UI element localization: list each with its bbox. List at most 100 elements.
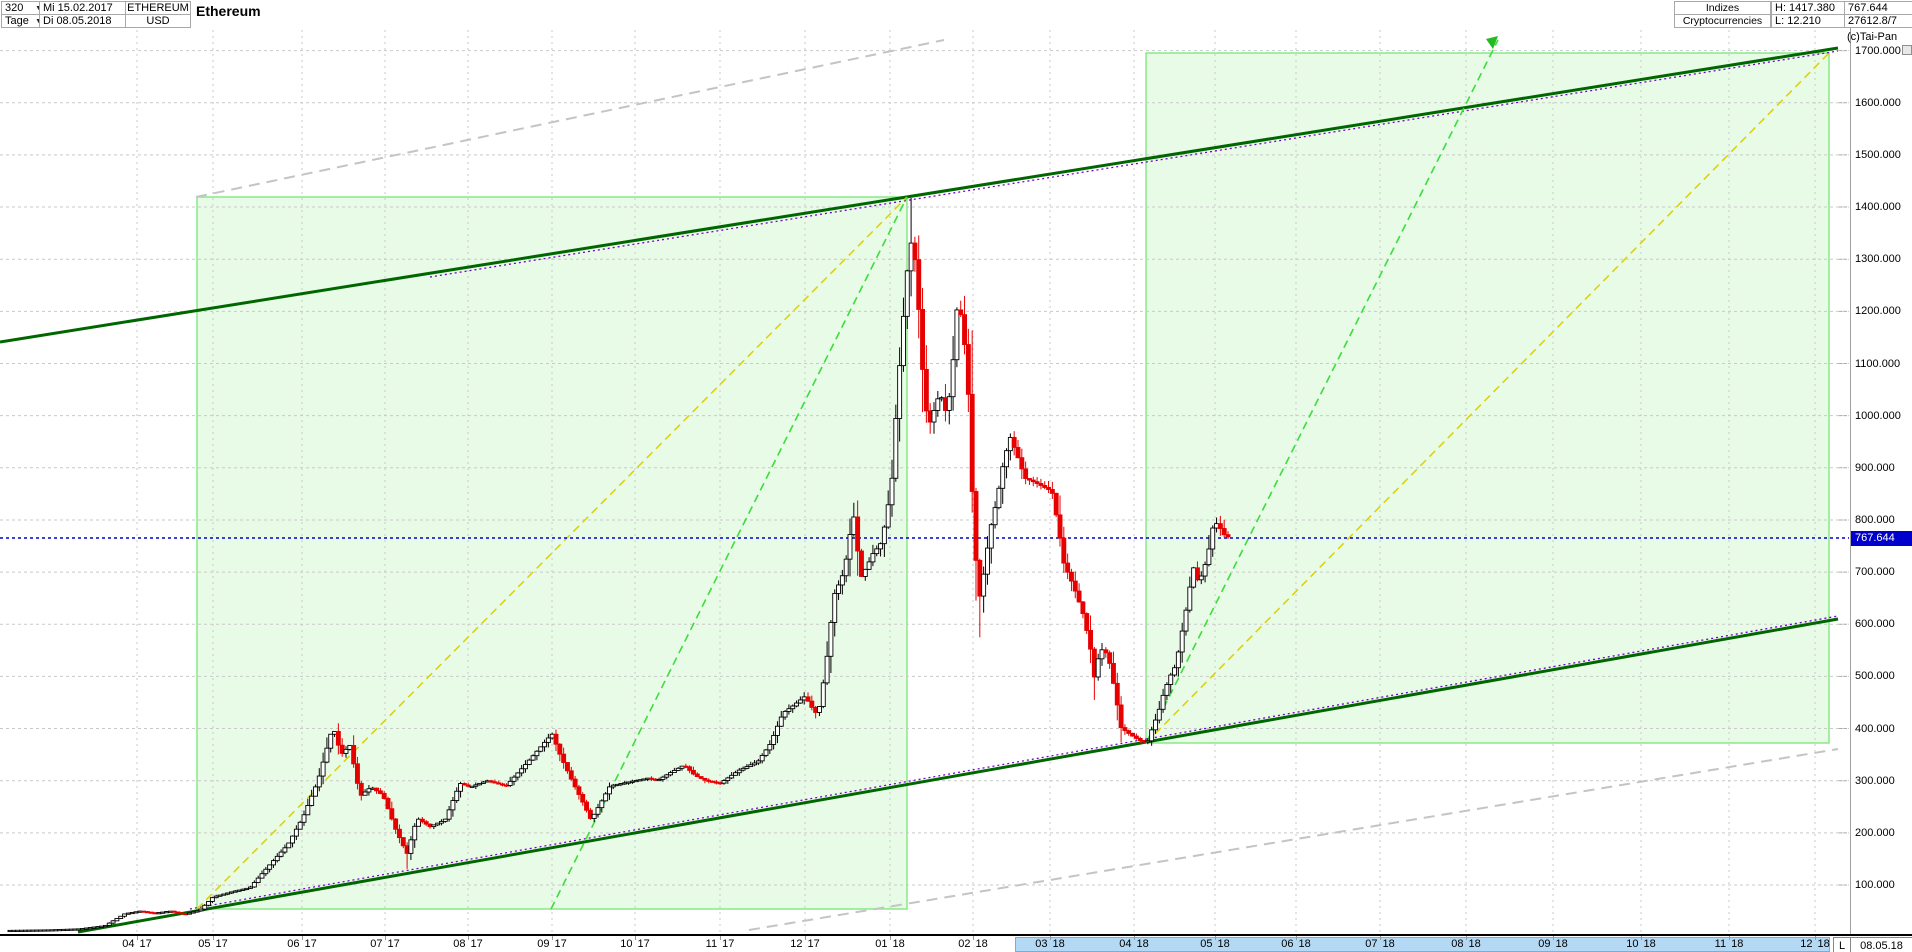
price-chart-canvas[interactable] <box>0 28 1850 934</box>
candle <box>450 796 456 817</box>
candle <box>1225 531 1231 539</box>
candle <box>832 589 838 637</box>
candle <box>320 752 326 785</box>
candle <box>110 920 116 925</box>
candle <box>255 875 261 884</box>
candle <box>668 770 673 777</box>
last-bar-marker: L <box>1833 937 1851 952</box>
high-value-cell: H: 1417.380 <box>1771 1 1847 15</box>
date-to-value: Di 08.05.2018 <box>43 15 112 27</box>
candle <box>775 721 780 744</box>
date-tick <box>385 936 386 940</box>
candle <box>920 287 925 413</box>
candle <box>248 885 253 889</box>
candle <box>702 777 708 784</box>
yellow-diagonal-box1 <box>196 196 908 910</box>
candle <box>755 758 761 766</box>
date-tick <box>468 936 469 940</box>
candle <box>1210 525 1216 557</box>
candle <box>607 782 612 800</box>
date-axis-label: 11 17 <box>705 938 735 950</box>
candle <box>733 770 738 776</box>
candle <box>244 887 250 891</box>
candle <box>985 536 990 585</box>
candle <box>603 791 609 802</box>
lower-dotted-companion <box>189 615 1839 910</box>
candle <box>1099 643 1105 666</box>
candle <box>874 545 880 557</box>
candle <box>778 710 784 728</box>
candle <box>843 555 849 583</box>
price-axis-label: 200.000 <box>1855 826 1895 839</box>
candle <box>114 918 120 922</box>
candle <box>1042 481 1048 490</box>
candle <box>1187 576 1193 613</box>
candle <box>198 908 204 912</box>
gray-parallel-lower <box>748 748 1839 931</box>
candle <box>118 915 124 920</box>
candle <box>419 816 425 824</box>
candle <box>103 924 108 928</box>
candle <box>572 775 578 790</box>
candle <box>431 824 437 830</box>
candle <box>568 766 574 781</box>
candle <box>351 735 357 768</box>
candle <box>950 336 956 411</box>
candle <box>274 853 280 863</box>
candle <box>740 766 746 772</box>
candle <box>286 842 292 849</box>
date-axis-label: 03 18 <box>1035 938 1065 950</box>
candle <box>901 297 906 372</box>
candle <box>1084 612 1090 634</box>
candle <box>545 733 551 748</box>
date-tick <box>720 936 721 940</box>
candle <box>1027 478 1032 485</box>
candle <box>1133 733 1139 740</box>
date-to-field[interactable]: Di 08.05.2018 <box>39 14 129 28</box>
candle <box>313 784 318 797</box>
candle <box>1156 701 1162 724</box>
candle <box>408 836 414 861</box>
candle <box>584 799 589 813</box>
symbol-currency-cell: USD <box>125 14 191 28</box>
candle <box>954 307 960 368</box>
candle <box>309 789 315 807</box>
candle <box>557 743 563 762</box>
price-axis-label: 1600.000 <box>1855 96 1901 109</box>
price-axis[interactable]: (c)Tai-Pan 1700.000 1600.000 1500.000 1400.… <box>1847 28 1912 934</box>
candle <box>1015 439 1021 459</box>
date-tick <box>1641 936 1642 940</box>
period-dropdown[interactable]: Tage ▼ <box>1 14 46 28</box>
projection-box-1-border <box>196 196 908 910</box>
chevron-down-icon: ▼ <box>35 18 42 25</box>
candle <box>366 785 372 796</box>
date-axis[interactable]: 04 17 05 17 06 17 07 17 08 17 09 17 10 17 11 17 12 17 01 18… <box>0 934 1912 952</box>
candle <box>397 824 402 844</box>
candle <box>523 760 528 773</box>
date-axis-label: 12 17 <box>790 938 820 950</box>
candle <box>691 766 696 776</box>
low-value: L: 12.210 <box>1775 15 1821 27</box>
candle <box>1195 561 1200 582</box>
page-title: Ethereum <box>196 3 261 19</box>
candle <box>442 818 448 823</box>
date-from-field[interactable]: Mi 15.02.2017 <box>39 1 129 15</box>
candle <box>725 776 731 784</box>
candle <box>1202 561 1208 583</box>
candle <box>1221 519 1227 538</box>
candle <box>794 700 799 708</box>
last-price-marker: 767.644 <box>1851 531 1912 546</box>
date-axis-label: 11 18 <box>1714 938 1744 950</box>
candle <box>187 912 192 915</box>
date-axis-label: 06 18 <box>1281 938 1311 950</box>
secondary-value: 27612.8/7 <box>1848 15 1897 27</box>
candle <box>660 775 666 782</box>
candle <box>736 767 742 776</box>
candle <box>1160 688 1166 713</box>
candle <box>977 558 983 638</box>
candle <box>610 783 616 790</box>
breakout-arrow-icon <box>1486 36 1498 49</box>
date-axis-label: 04 18 <box>1119 938 1149 950</box>
projection-box-2-border <box>1145 52 1830 744</box>
date-tick <box>1466 936 1467 940</box>
